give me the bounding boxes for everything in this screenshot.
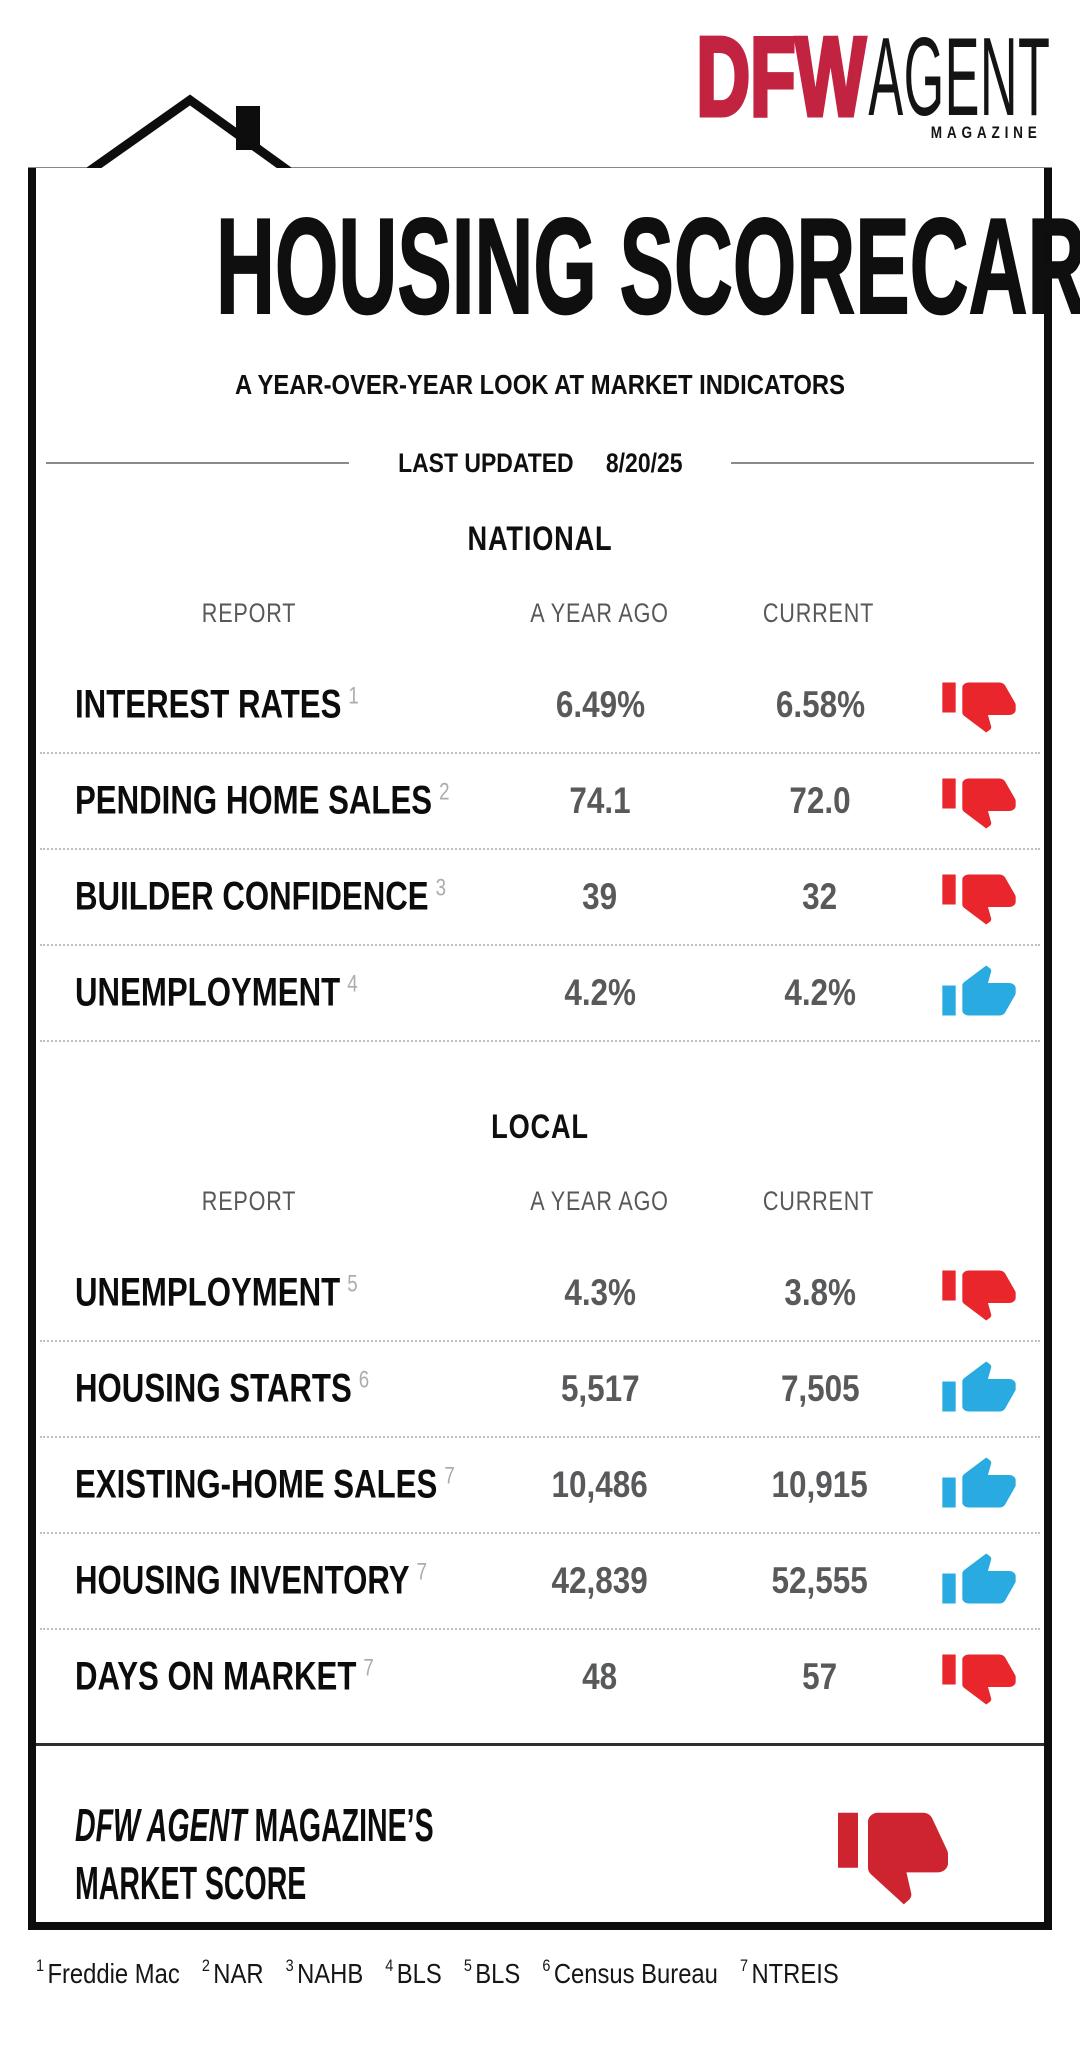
indicator-row: UNEMPLOYMENT 4 4.2% 4.2% — [40, 946, 1040, 1042]
thumb-down-icon — [939, 1647, 1019, 1707]
section-title: LOCAL — [491, 1108, 589, 1146]
market-score-rest: MAGAZINE’S — [246, 1799, 434, 1851]
logo-magazine-text: MAGAZINE — [931, 123, 1042, 142]
thumb-down-icon — [939, 675, 1019, 735]
footnote-source: 7 NTREIS — [740, 1956, 839, 1990]
footnote-reference: 3 — [435, 874, 447, 902]
year-ago-value: 74.1 — [569, 780, 631, 821]
footnote-reference: 1 — [348, 682, 359, 710]
thumb-up-icon — [939, 1359, 1019, 1419]
footnote-source: 4 BLS — [385, 1956, 442, 1990]
page-subtitle: A YEAR-OVER-YEAR LOOK AT MARKET INDICATO… — [234, 369, 846, 400]
column-header-current: CURRENT — [762, 598, 874, 628]
year-ago-value: 4.2% — [564, 972, 636, 1013]
report-label: UNEMPLOYMENT 5 — [75, 1270, 358, 1315]
last-updated-label: LAST UPDATED — [397, 447, 574, 478]
section-title: NATIONAL — [467, 520, 613, 558]
thumb-down-icon — [939, 1263, 1019, 1323]
indicator-row: EXISTING-HOME SALES 7 10,486 10,915 — [40, 1438, 1040, 1534]
page-title: HOUSING SCORECARD — [215, 190, 1080, 342]
current-value: 57 — [802, 1656, 838, 1697]
column-header-report: REPORT — [201, 1186, 297, 1216]
dfw-agent-magazine-logo: DFW AGENT MAGAZINE — [632, 15, 1052, 147]
footnote-reference: 6 — [358, 1366, 370, 1394]
column-header-year-ago: A YEAR AGO — [530, 598, 670, 628]
indicator-row: INTEREST RATES 1 6.49% 6.58% — [40, 658, 1040, 754]
year-ago-value: 10,486 — [551, 1464, 649, 1505]
section-local: LOCAL REPORT A YEAR AGO CURRENT UNEMPLOY… — [40, 1108, 1040, 1705]
column-header-report: REPORT — [201, 598, 297, 628]
indicator-row: HOUSING STARTS 6 5,517 7,505 — [40, 1342, 1040, 1438]
report-label: INTEREST RATES 1 — [75, 682, 359, 727]
score-divider-line — [36, 1743, 1044, 1746]
footnote-reference: 4 — [347, 970, 358, 998]
thumb-up-icon — [939, 963, 1019, 1023]
market-score-title: DFW AGENT MAGAZINE’S MARKET SCORE — [75, 1796, 434, 1912]
year-ago-value: 5,517 — [560, 1368, 640, 1409]
year-ago-value: 42,839 — [551, 1560, 649, 1601]
last-updated-date: 8/20/25 — [605, 447, 683, 478]
report-label: BUILDER CONFIDENCE 3 — [75, 874, 447, 919]
indicator-row: DAYS ON MARKET 7 48 57 — [40, 1630, 1040, 1724]
thumb-down-icon — [939, 867, 1019, 927]
source-footnotes: 1 Freddie Mac 2 NAR 3 NAHB 4 BLS 5 BLS 6 Census Bur… — [36, 1956, 861, 1990]
report-label: EXISTING-HOME SALES 7 — [75, 1462, 455, 1507]
divider-line-right — [731, 462, 1034, 464]
column-headers: REPORT A YEAR AGO CURRENT — [40, 1186, 1040, 1218]
year-ago-value: 6.49% — [555, 684, 645, 725]
report-label: HOUSING INVENTORY 7 — [75, 1558, 428, 1603]
footnote-source: 5 BLS — [463, 1956, 521, 1990]
year-ago-value: 4.3% — [564, 1272, 636, 1313]
current-value: 3.8% — [784, 1272, 856, 1313]
last-updated-text: LAST UPDATED 8/20/25 — [398, 448, 682, 479]
indicator-row: HOUSING INVENTORY 7 42,839 52,555 — [40, 1534, 1040, 1630]
market-score-thumb-down-icon — [833, 1799, 953, 1909]
footnote-reference: 7 — [363, 1654, 374, 1682]
current-value: 7,505 — [780, 1368, 860, 1409]
footnote-reference: 7 — [444, 1462, 455, 1490]
footnote-source: 3 NAHB — [285, 1956, 364, 1990]
indicator-row: PENDING HOME SALES 2 74.1 72.0 — [40, 754, 1040, 850]
indicator-rows: UNEMPLOYMENT 5 4.3% 3.8% HOUSING STARTS 6 5,51… — [40, 1246, 1040, 1724]
section-national: NATIONAL REPORT A YEAR AGO CURRENT INTER… — [40, 520, 1040, 1042]
year-ago-value: 48 — [582, 1656, 618, 1697]
footnote-reference: 2 — [439, 778, 450, 806]
current-value: 6.58% — [775, 684, 865, 725]
report-label: PENDING HOME SALES 2 — [75, 778, 450, 823]
logo-dfw-text: DFW — [695, 15, 868, 139]
last-updated-row: LAST UPDATED 8/20/25 — [46, 446, 1034, 480]
scorecard-board — [28, 168, 1052, 1930]
column-header-current: CURRENT — [762, 1186, 874, 1216]
footnote-reference: 5 — [347, 1270, 358, 1298]
indicator-rows: INTEREST RATES 1 6.49% 6.58% PENDING HOME SA… — [40, 658, 1040, 1042]
footnote-source: 2 NAR — [201, 1956, 264, 1990]
current-value: 72.0 — [789, 780, 851, 821]
current-value: 52,555 — [771, 1560, 869, 1601]
footnote-source: 1 Freddie Mac — [36, 1956, 180, 1990]
divider-line-left — [46, 462, 349, 464]
indicator-row: UNEMPLOYMENT 5 4.3% 3.8% — [40, 1246, 1040, 1342]
market-score-line2: MARKET SCORE — [75, 1857, 307, 1909]
thumb-down-icon — [939, 771, 1019, 831]
report-label: HOUSING STARTS 6 — [75, 1366, 370, 1411]
indicator-row: BUILDER CONFIDENCE 3 39 32 — [40, 850, 1040, 946]
current-value: 32 — [802, 876, 838, 917]
logo-agent-text: AGENT — [867, 15, 1050, 139]
column-headers: REPORT A YEAR AGO CURRENT — [40, 598, 1040, 630]
market-score-brand: DFW AGENT — [75, 1799, 247, 1851]
footnote-reference: 7 — [416, 1558, 428, 1586]
current-value: 10,915 — [771, 1464, 869, 1505]
thumb-up-icon — [939, 1455, 1019, 1515]
footnote-source: 6 Census Bureau — [542, 1956, 718, 1990]
report-label: DAYS ON MARKET 7 — [75, 1654, 374, 1699]
current-value: 4.2% — [784, 972, 856, 1013]
report-label: UNEMPLOYMENT 4 — [75, 970, 358, 1015]
year-ago-value: 39 — [582, 876, 618, 917]
thumb-up-icon — [939, 1551, 1019, 1611]
column-header-year-ago: A YEAR AGO — [530, 1186, 670, 1216]
